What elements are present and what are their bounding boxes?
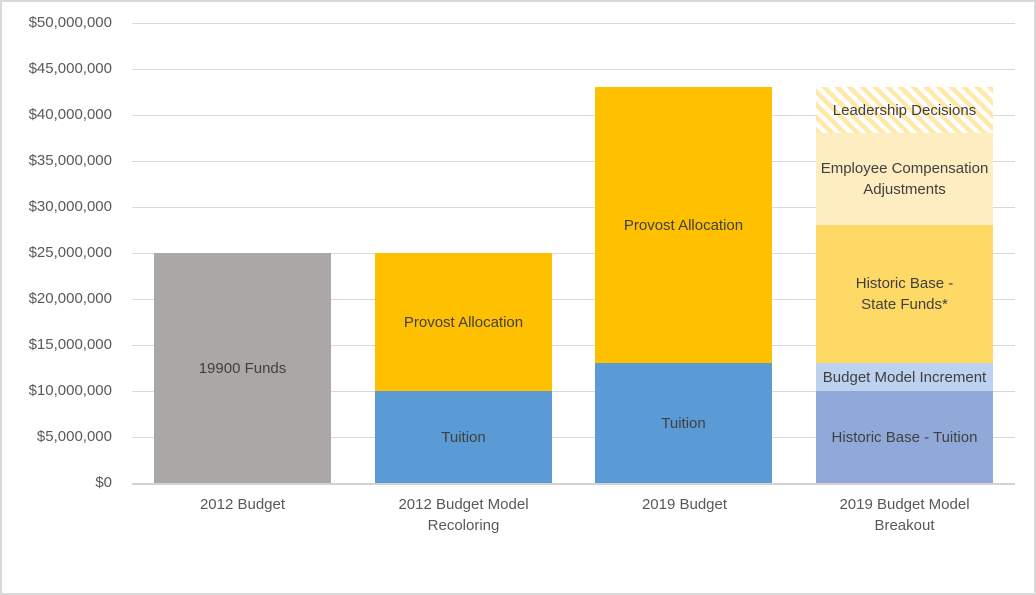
segment-label: Employee Compensation Adjustments xyxy=(820,160,989,199)
segment-label: Tuition xyxy=(661,414,706,432)
gridline xyxy=(132,207,1015,208)
gridline xyxy=(132,345,1015,346)
segment-label: 19900 Funds xyxy=(198,359,287,377)
gridline xyxy=(132,161,1015,162)
gridline xyxy=(132,115,1015,116)
y-axis-tick-label: $0 xyxy=(95,474,112,491)
x-axis-line xyxy=(132,483,1015,485)
bar-segment: Historic Base - State Funds* xyxy=(816,225,993,364)
bar-segment: Tuition xyxy=(595,363,772,483)
segment-label: Provost Allocation xyxy=(623,216,744,234)
bar-segment: Provost Allocation xyxy=(375,253,552,391)
gridline xyxy=(132,391,1015,392)
gridline xyxy=(132,23,1015,24)
segment-label: Historic Base - State Funds* xyxy=(855,275,954,314)
y-axis-tick-label: $45,000,000 xyxy=(28,60,112,77)
y-axis-tick-label: $35,000,000 xyxy=(28,152,112,169)
gridline xyxy=(132,69,1015,70)
bar-segment: 19900 Funds xyxy=(154,253,331,483)
segment-label: Budget Model Increment xyxy=(822,368,987,386)
bar-segment: Provost Allocation xyxy=(595,87,772,364)
y-axis-tick-label: $10,000,000 xyxy=(28,382,112,399)
gridline xyxy=(132,437,1015,438)
bar-segment: Budget Model Increment xyxy=(816,363,993,391)
segment-label: Historic Base - Tuition xyxy=(831,428,978,446)
x-axis-category-label: 2012 Budget xyxy=(199,496,286,513)
segment-label: Leadership Decisions xyxy=(832,101,977,119)
y-axis-tick-label: $30,000,000 xyxy=(28,198,112,215)
x-axis-category-label: 2019 Budget xyxy=(641,496,728,513)
y-axis-tick-label: $5,000,000 xyxy=(36,428,112,445)
y-axis-tick-label: $50,000,000 xyxy=(28,14,112,31)
y-axis-tick-label: $40,000,000 xyxy=(28,106,112,123)
bar-segment: Leadership Decisions xyxy=(816,87,993,134)
segment-label: Tuition xyxy=(441,428,486,446)
x-axis-category-label: 2019 Budget Model Breakout xyxy=(839,496,970,534)
segment-label: Provost Allocation xyxy=(403,313,524,331)
bar-segment: Historic Base - Tuition xyxy=(816,391,993,483)
y-axis-tick-label: $15,000,000 xyxy=(28,336,112,353)
bar-segment: Tuition xyxy=(375,391,552,483)
y-axis-tick-label: $25,000,000 xyxy=(28,244,112,261)
bar-segment: Employee Compensation Adjustments xyxy=(816,133,993,226)
x-axis-category-label: 2012 Budget Model Recoloring xyxy=(398,496,529,534)
gridline xyxy=(132,299,1015,300)
gridline xyxy=(132,253,1015,254)
y-axis-tick-label: $20,000,000 xyxy=(28,290,112,307)
